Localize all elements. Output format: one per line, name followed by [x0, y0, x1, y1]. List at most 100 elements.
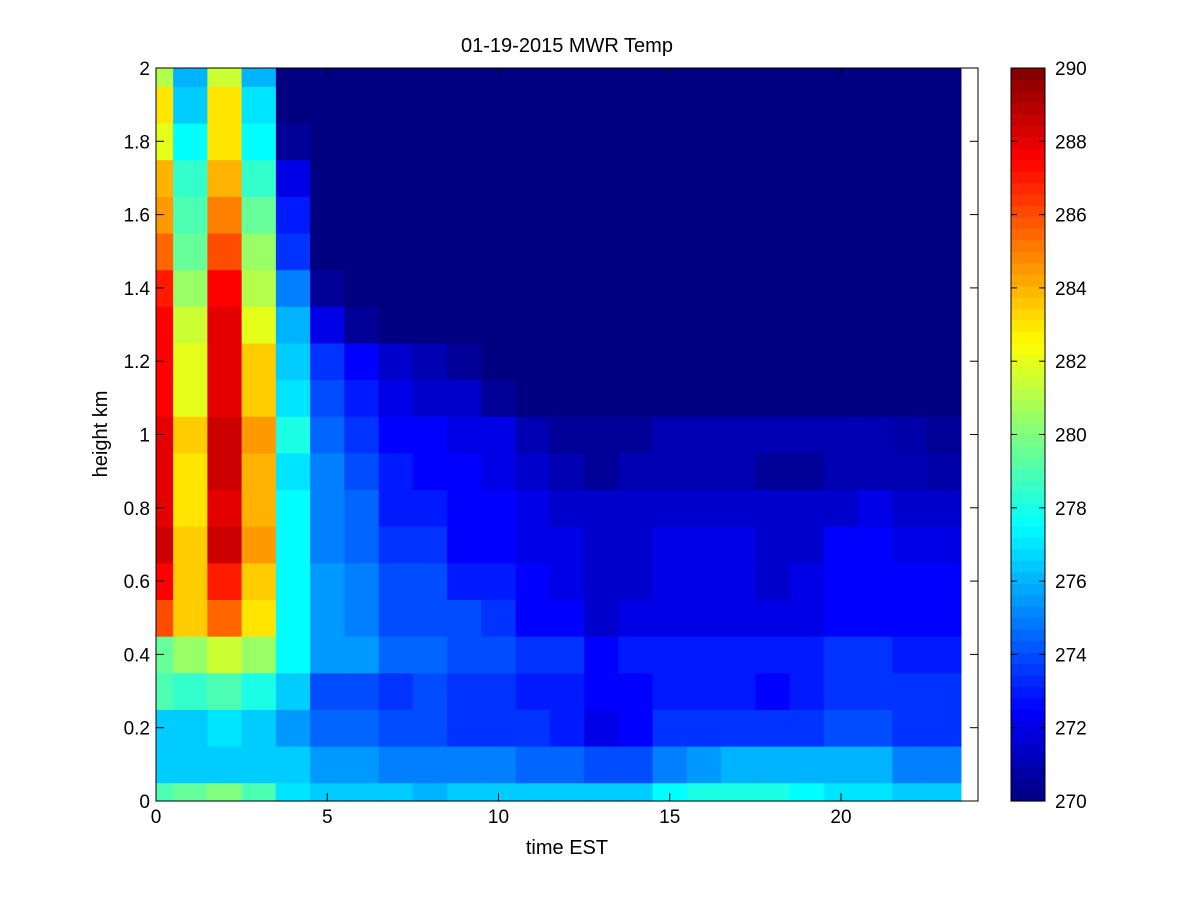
heatmap-cell [618, 306, 654, 344]
heatmap-cell [858, 672, 893, 710]
heatmap-cell [618, 232, 654, 271]
heatmap-cell [275, 196, 311, 234]
heatmap-cell [549, 526, 585, 564]
heatmap-cell [618, 672, 654, 710]
colorbar-swatch [1011, 319, 1045, 333]
heatmap-cell [618, 68, 654, 87]
heatmap-cell [618, 526, 654, 564]
heatmap-cell [207, 526, 243, 564]
heatmap-cell [481, 196, 517, 234]
colorbar-swatch [1011, 480, 1045, 493]
heatmap-cell [721, 526, 756, 564]
heatmap-cell [515, 489, 551, 527]
heatmap-cell [892, 86, 928, 124]
y-tick-label: 1.6 [124, 206, 150, 227]
colorbar-tick-label: 272 [1055, 719, 1087, 740]
heatmap-cell [412, 196, 448, 234]
heatmap-cell [789, 416, 825, 454]
heatmap-cell [823, 636, 859, 674]
heatmap-cell [156, 196, 174, 234]
heatmap-cell [926, 269, 962, 307]
heatmap-cell [378, 709, 414, 747]
heatmap-cell [721, 636, 756, 674]
heatmap-cell [789, 709, 825, 747]
heatmap-cell [926, 122, 962, 161]
heatmap-cell [652, 196, 688, 234]
heatmap-cell [892, 782, 928, 802]
heatmap-cell [823, 672, 859, 710]
heatmap-cell [447, 379, 482, 417]
heatmap-cell [412, 562, 448, 601]
heatmap-cell [721, 306, 756, 344]
heatmap-cell [823, 122, 859, 161]
heatmap-cell [686, 452, 722, 491]
heatmap-cell [378, 269, 414, 307]
heatmap-cell [173, 122, 208, 161]
heatmap-cell [755, 342, 791, 381]
heatmap-cell [652, 709, 688, 747]
heatmap-cell [207, 709, 243, 747]
heatmap-cell [892, 452, 928, 491]
heatmap-cell [310, 746, 345, 784]
heatmap-cell [173, 342, 208, 381]
heatmap-cell [310, 636, 345, 674]
heatmap-cell [241, 526, 277, 564]
heatmap-cell [207, 452, 243, 491]
x-tick-label: 15 [659, 807, 680, 828]
heatmap-cell [789, 489, 825, 527]
heatmap-cell [378, 526, 414, 564]
heatmap-cell [481, 782, 517, 802]
heatmap-cell [721, 489, 756, 527]
heatmap-cell [823, 306, 859, 344]
heatmap-cell [789, 672, 825, 710]
heatmap-cell [892, 526, 928, 564]
heatmap-cell [755, 232, 791, 271]
colorbar-swatch [1011, 709, 1045, 722]
colorbar-swatch [1011, 354, 1045, 367]
heatmap-cell [789, 232, 825, 271]
colorbar-swatch [1011, 491, 1045, 504]
heatmap-cell [892, 306, 928, 344]
heatmap-cell [686, 782, 722, 802]
heatmap-cell [412, 709, 448, 747]
heatmap-cell [344, 709, 380, 747]
colorbar-swatch [1011, 239, 1045, 252]
heatmap-cell [652, 489, 688, 527]
heatmap-cell [156, 746, 174, 784]
heatmap-cell [755, 452, 791, 491]
heatmap-cell [618, 746, 654, 784]
colorbar-swatch [1011, 778, 1045, 791]
heatmap-cell [584, 782, 619, 802]
heatmap-cell [481, 746, 517, 784]
heatmap-cell [207, 232, 243, 271]
colorbar-swatch [1011, 68, 1045, 81]
heatmap-cell [892, 269, 928, 307]
heatmap-cell [241, 416, 277, 454]
heatmap-cell [755, 86, 791, 124]
heatmap-cell [241, 452, 277, 491]
heatmap-cell [515, 68, 551, 87]
colorbar-swatch [1011, 663, 1045, 676]
heatmap-cell [412, 672, 448, 710]
heatmap-cell [275, 636, 311, 674]
heatmap-cell [310, 196, 345, 234]
heatmap-cell [755, 269, 791, 307]
heatmap-cell [858, 159, 893, 197]
heatmap-cell [721, 122, 756, 161]
heatmap-cell [378, 452, 414, 491]
heatmap-cell [926, 416, 962, 454]
heatmap-cell [173, 232, 208, 271]
heatmap-cell [412, 416, 448, 454]
heatmap-cell [447, 746, 482, 784]
colorbar-swatch [1011, 560, 1045, 573]
y-tick-label: 1 [139, 426, 150, 447]
heatmap-cell [344, 196, 380, 234]
heatmap-cell [173, 782, 208, 802]
colorbar-swatch [1011, 629, 1045, 642]
heatmap-cell [156, 489, 174, 527]
heatmap-cell [584, 746, 619, 784]
heatmap-cell [584, 489, 619, 527]
colorbar-swatch [1011, 285, 1045, 298]
heatmap-cell [926, 709, 962, 747]
heatmap-cell [156, 782, 174, 802]
